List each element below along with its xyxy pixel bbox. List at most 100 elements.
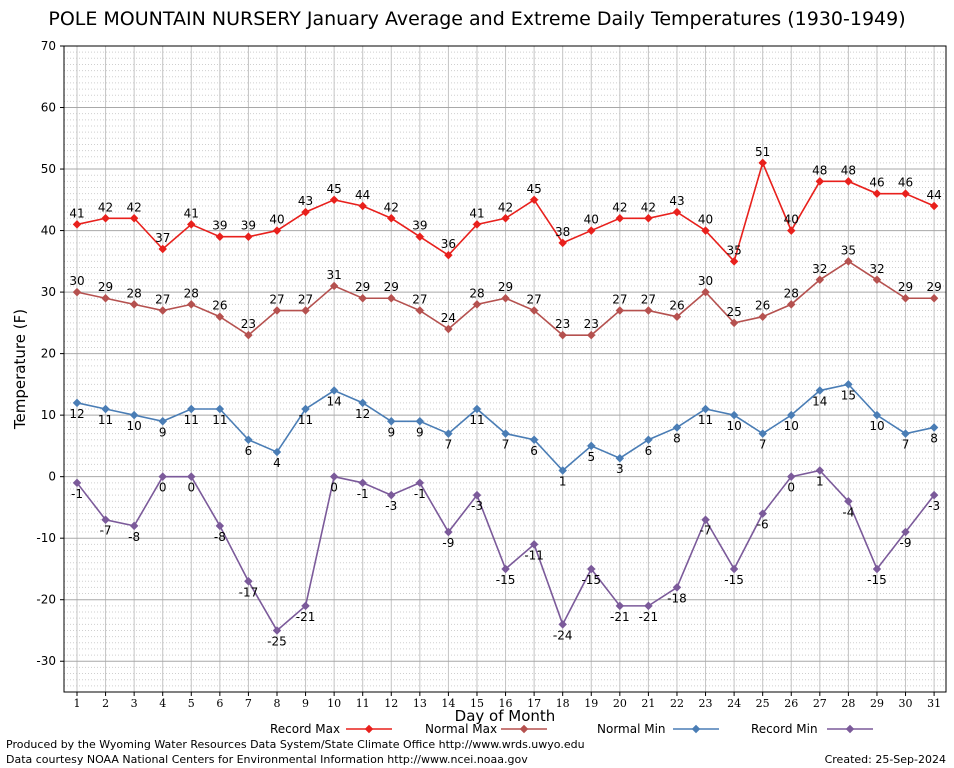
data-label: 7 — [502, 438, 510, 452]
data-label: -8 — [214, 530, 226, 544]
data-point — [901, 294, 910, 303]
data-label: 29 — [355, 280, 370, 294]
data-point — [244, 232, 253, 241]
x-tick-label: 11 — [356, 697, 370, 710]
x-tick-label: 14 — [441, 697, 455, 710]
data-point — [358, 398, 367, 408]
data-point — [672, 583, 682, 592]
data-label: 40 — [269, 213, 284, 227]
data-point — [901, 429, 910, 438]
data-label: 11 — [98, 413, 113, 427]
data-label: 30 — [698, 274, 713, 288]
data-label: -21 — [610, 610, 630, 624]
data-label: 29 — [98, 280, 113, 294]
plot-frame — [63, 45, 947, 693]
data-point — [501, 429, 510, 438]
data-label: 0 — [787, 481, 795, 495]
x-tick-label: 18 — [556, 697, 570, 710]
x-tick-label: 7 — [245, 697, 252, 710]
data-point — [187, 220, 196, 229]
series-normal-max: 30 29 28 27 28 26 23 27 27 31 29 29 27 24 28 29 27 23 23 27… — [69, 243, 942, 340]
data-point — [815, 466, 825, 475]
data-point — [387, 417, 396, 426]
data-point — [415, 232, 425, 241]
legend-entry: Record Min — [751, 722, 873, 736]
x-tick-label: 1 — [74, 697, 81, 710]
x-tick-label: 4 — [159, 697, 166, 710]
data-label: -17 — [239, 585, 259, 599]
data-point — [187, 472, 196, 481]
x-tick-label: 19 — [584, 697, 598, 710]
x-tick-label: 2 — [102, 697, 109, 710]
data-label: 25 — [726, 305, 741, 319]
data-label: 32 — [812, 262, 827, 276]
data-point — [672, 312, 682, 321]
x-tick-label: 9 — [302, 697, 309, 710]
y-tick-label: -30 — [36, 654, 56, 668]
data-point — [244, 435, 253, 444]
data-point — [215, 312, 225, 321]
data-label: 42 — [498, 200, 513, 214]
data-label: 29 — [498, 280, 513, 294]
data-label: 48 — [812, 163, 827, 177]
x-tick-label: 25 — [756, 697, 770, 710]
x-tick-label: 29 — [870, 697, 884, 710]
data-point — [787, 300, 796, 309]
data-label: 7 — [445, 438, 453, 452]
data-point — [644, 214, 653, 223]
y-tick-label: -10 — [36, 531, 56, 545]
legend-entry: Record Max — [270, 722, 392, 736]
data-label: -1 — [414, 487, 426, 501]
data-point — [415, 417, 425, 426]
legend-label: Record Min — [751, 722, 818, 736]
data-label: 29 — [926, 280, 941, 294]
data-label: -9 — [442, 536, 454, 550]
y-axis-label: Temperature (F) — [11, 309, 29, 430]
data-point — [558, 330, 567, 340]
data-label: 41 — [69, 206, 84, 220]
data-point — [587, 564, 596, 574]
data-label: 27 — [298, 293, 313, 307]
data-point — [101, 294, 110, 303]
data-label: 27 — [412, 293, 427, 307]
data-point — [701, 404, 710, 414]
data-label: 46 — [898, 176, 913, 190]
data-label: 37 — [155, 231, 170, 245]
data-point — [644, 435, 653, 444]
legend-swatch-marker — [364, 724, 374, 734]
data-point — [729, 257, 739, 266]
x-tick-label: 17 — [527, 697, 541, 710]
legend-swatch-marker — [691, 724, 701, 734]
x-tick-label: 21 — [641, 697, 655, 710]
data-label: 42 — [98, 200, 113, 214]
data-label: 39 — [241, 219, 256, 233]
legend-label: Record Max — [270, 722, 340, 736]
legend-swatch-marker — [845, 724, 855, 734]
y-tick-label: 0 — [48, 470, 56, 484]
data-label: 36 — [441, 237, 456, 251]
data-label: 6 — [645, 444, 653, 458]
data-label: 3 — [616, 462, 624, 476]
data-point — [558, 466, 567, 475]
x-tick-label: 27 — [813, 697, 827, 710]
data-label: 41 — [469, 206, 484, 220]
data-point — [587, 330, 596, 340]
data-label: 28 — [126, 286, 141, 300]
data-point — [272, 447, 282, 457]
data-point — [529, 540, 539, 549]
x-tick-label: 10 — [327, 697, 341, 710]
data-point — [358, 294, 367, 303]
data-label: 29 — [384, 280, 399, 294]
x-tick-label: 6 — [216, 697, 223, 710]
data-label: 0 — [187, 481, 195, 495]
data-label: 42 — [384, 200, 399, 214]
data-label: 35 — [841, 243, 856, 257]
data-point — [701, 287, 710, 297]
x-tick-label: 20 — [613, 697, 627, 710]
data-point — [815, 386, 825, 395]
data-label: -8 — [128, 530, 140, 544]
data-point — [615, 453, 625, 463]
data-label: 40 — [698, 213, 713, 227]
data-label: -15 — [867, 573, 887, 587]
